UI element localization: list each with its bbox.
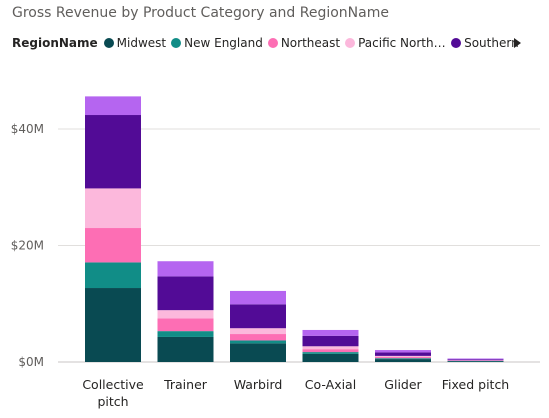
bar-segment[interactable] <box>447 361 504 362</box>
bar-segment[interactable] <box>375 358 431 360</box>
legend-next-arrow-icon[interactable] <box>514 38 521 48</box>
bar-segment[interactable] <box>85 288 141 362</box>
legend-item-new-england[interactable]: New England <box>171 36 263 50</box>
x-category-label: Collective pitch <box>82 377 144 409</box>
x-category-label: Co-Axial <box>305 377 356 392</box>
legend-dot-midwest <box>103 38 114 48</box>
chart-title: Gross Revenue by Product Category and Re… <box>12 5 389 21</box>
legend-dot-new-england <box>171 38 182 48</box>
bar-segment[interactable] <box>230 340 286 344</box>
bar-segment[interactable] <box>447 360 504 362</box>
bar-segment[interactable] <box>157 276 214 311</box>
bar-segment[interactable] <box>375 357 431 359</box>
bar-segment[interactable] <box>375 350 431 353</box>
bar-segment[interactable] <box>230 290 286 305</box>
bar-segment[interactable] <box>85 228 141 263</box>
legend-label-midwest: Midwest <box>116 36 167 50</box>
bar-segment[interactable] <box>447 358 504 360</box>
bar-segment[interactable] <box>230 343 286 362</box>
legend-dot-northeast <box>267 38 278 48</box>
x-category-label: Fixed pitch <box>442 377 509 392</box>
y-tick-label: $40M <box>11 122 44 136</box>
legend-label-new-england: New England <box>184 36 263 50</box>
legend-dot-pacific-northwest <box>345 38 356 48</box>
bar-segment[interactable] <box>375 352 431 356</box>
legend-title: RegionName <box>12 36 98 50</box>
bar-segment[interactable] <box>302 353 359 362</box>
legend-item-pacific-northwest[interactable]: Pacific Northw... <box>345 36 446 50</box>
legend: RegionName Midwest New England Northeast… <box>12 36 524 50</box>
bar-segment[interactable] <box>375 355 431 358</box>
bar-segment[interactable] <box>302 349 359 353</box>
y-tick-label: $0M <box>18 355 44 369</box>
legend-label-northeast: Northeast <box>280 36 341 50</box>
legend-dot-southern <box>451 38 462 48</box>
bar-segment[interactable] <box>157 331 214 337</box>
bar-segment[interactable] <box>230 304 286 329</box>
bar-segment[interactable] <box>447 360 504 361</box>
x-category-label: Glider <box>384 377 422 392</box>
bar-segment[interactable] <box>85 188 141 229</box>
bar-segment[interactable] <box>302 335 359 347</box>
bar-segment[interactable] <box>85 262 141 289</box>
bar-segment[interactable] <box>157 336 214 362</box>
bar-segment[interactable] <box>157 318 214 332</box>
bar-segment[interactable] <box>375 359 431 362</box>
legend-item-midwest[interactable]: Midwest <box>103 36 167 50</box>
bar-segment[interactable] <box>85 115 141 189</box>
legend-item-northeast[interactable]: Northeast <box>267 36 341 50</box>
bar-segment[interactable] <box>302 346 359 350</box>
bar-segment[interactable] <box>157 310 214 319</box>
x-category-label: Trainer <box>163 377 208 392</box>
x-category-label: Warbird <box>234 377 283 392</box>
bar-segment[interactable] <box>85 96 141 116</box>
y-tick-label: $20M <box>11 239 44 253</box>
legend-item-southern[interactable]: Southern <box>451 36 519 50</box>
bar-segment[interactable] <box>230 328 286 335</box>
legend-label-southern: Southern <box>464 36 519 50</box>
bar-segment[interactable] <box>157 261 214 277</box>
bar-segment[interactable] <box>302 329 359 336</box>
bar-segment[interactable] <box>447 359 504 361</box>
bar-segment[interactable] <box>230 334 286 341</box>
bar-segment[interactable] <box>302 352 359 354</box>
bar-segment[interactable] <box>447 360 504 362</box>
